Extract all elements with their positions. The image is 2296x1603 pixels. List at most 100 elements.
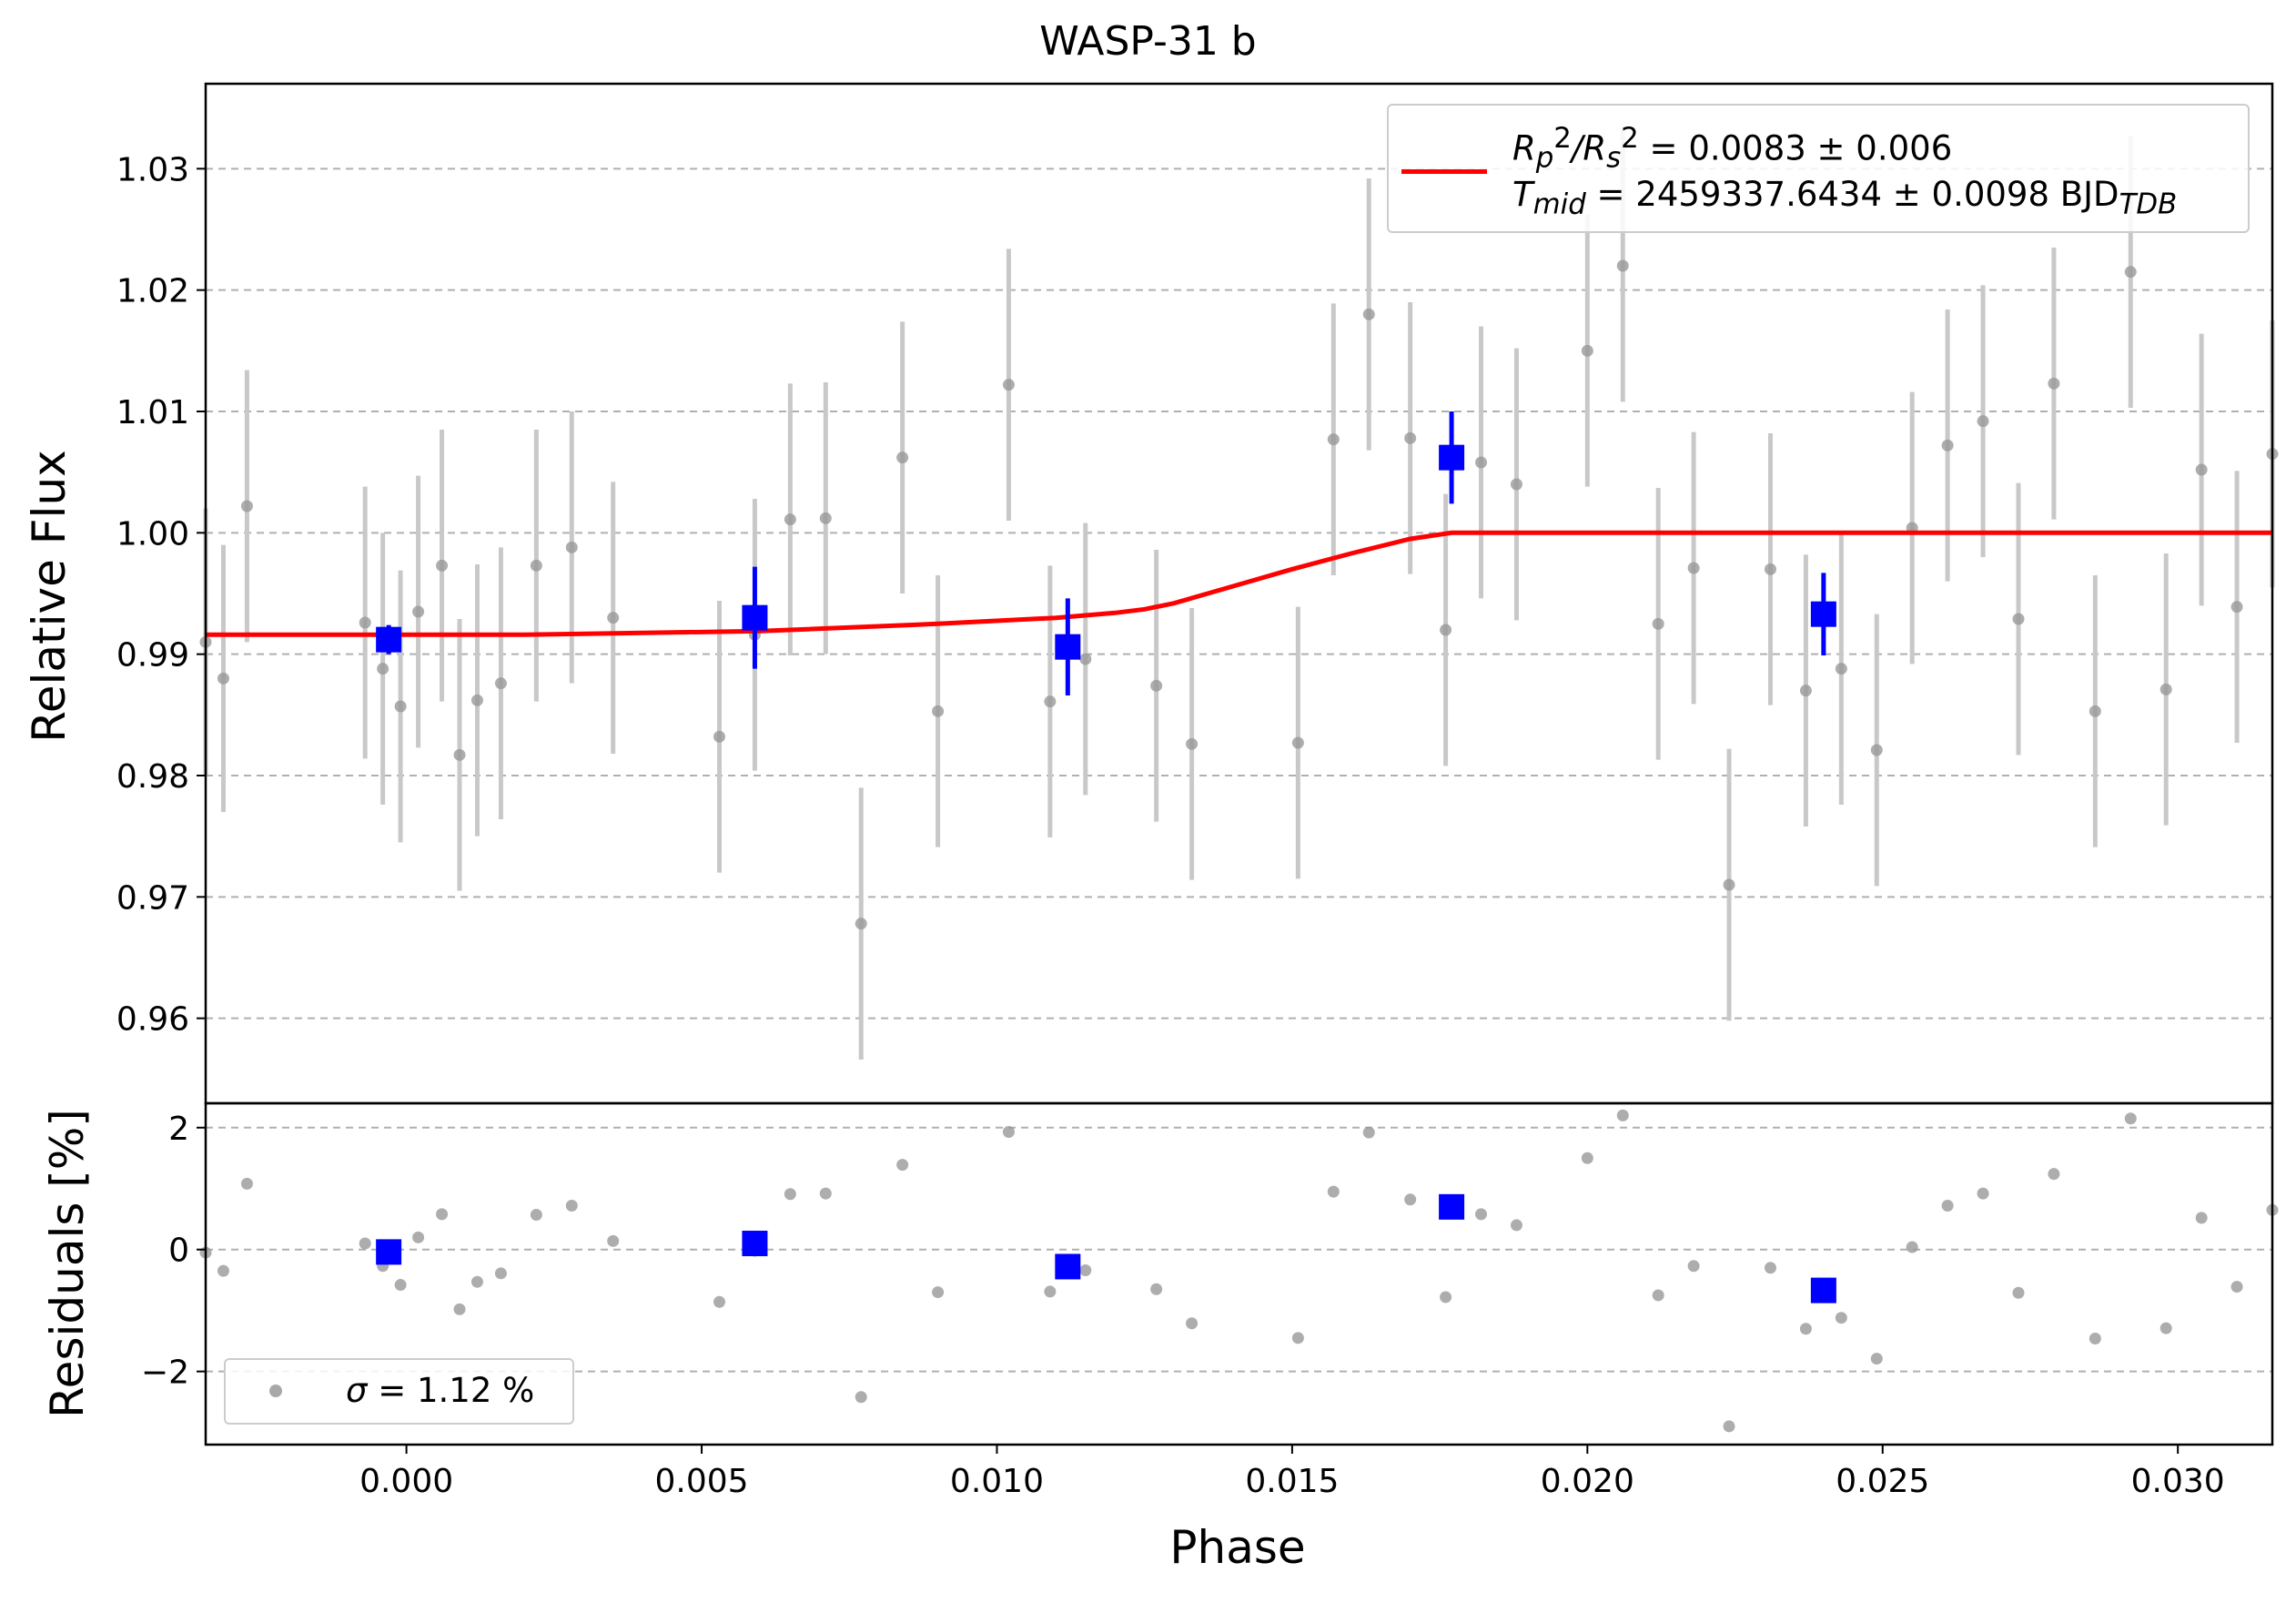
flux-point bbox=[2230, 601, 2243, 614]
residual-point bbox=[1764, 1262, 1776, 1274]
legend-sigma: σ = 1.12 % bbox=[346, 1371, 535, 1410]
x-tick-label: 0.025 bbox=[1836, 1463, 1929, 1500]
flux-point bbox=[1799, 685, 1812, 697]
residual-plot-marks bbox=[199, 1109, 2279, 1433]
flux-point bbox=[1044, 695, 1057, 708]
flux-point bbox=[2159, 683, 2172, 695]
main-y-tick-label: 0.98 bbox=[116, 758, 189, 796]
model-legend-line-swatch bbox=[1401, 169, 1487, 174]
residual-point bbox=[2089, 1332, 2101, 1344]
residual-point bbox=[1906, 1241, 1918, 1253]
x-axis-label: Phase bbox=[1169, 1521, 1306, 1574]
residual-point bbox=[1652, 1289, 1664, 1302]
residual-point bbox=[1440, 1291, 1452, 1304]
chart-title: WASP-31 b bbox=[1039, 18, 1257, 65]
residual-point bbox=[1799, 1323, 1812, 1335]
main-y-tick-label: 0.99 bbox=[116, 637, 189, 675]
residual-point bbox=[1150, 1283, 1163, 1295]
residual-axes-frame bbox=[204, 1101, 2274, 1446]
flux-point bbox=[2124, 266, 2137, 279]
flux-point bbox=[1764, 563, 1776, 575]
x-tick-label: 0.020 bbox=[1541, 1463, 1634, 1500]
residual-point bbox=[240, 1177, 253, 1190]
flux-point bbox=[1723, 878, 1735, 891]
residual-point bbox=[453, 1303, 466, 1315]
residual-point bbox=[2048, 1168, 2060, 1181]
binned-residual-point bbox=[1810, 1277, 1836, 1304]
main-plot-marks bbox=[199, 129, 2279, 1060]
flux-point bbox=[1977, 415, 1989, 428]
binned-point bbox=[1439, 444, 1465, 471]
residual-point bbox=[2012, 1286, 2025, 1299]
residual-point bbox=[855, 1391, 867, 1404]
y-axis-label-residuals: Residuals [%] bbox=[41, 1109, 94, 1418]
flux-point bbox=[565, 541, 578, 553]
flux-point bbox=[1652, 617, 1664, 630]
x-tick-label: 0.030 bbox=[2131, 1463, 2225, 1500]
flux-point bbox=[494, 677, 507, 690]
flux-point bbox=[436, 559, 449, 572]
flux-point bbox=[2048, 377, 2060, 390]
main-y-tick-label: 1.01 bbox=[116, 394, 189, 431]
flux-point bbox=[784, 513, 796, 526]
residual-point bbox=[1291, 1332, 1304, 1344]
residual-point bbox=[1687, 1260, 1700, 1273]
legend-radius-ratio: Rp2/Rs2 = 0.0083 ± 0.006 bbox=[1512, 122, 1953, 175]
binned-residual-point bbox=[742, 1231, 768, 1257]
residual-point bbox=[1186, 1317, 1199, 1330]
flux-point bbox=[1291, 736, 1304, 749]
flux-point bbox=[1150, 679, 1163, 692]
residual-point bbox=[1581, 1152, 1593, 1164]
binned-residual-point bbox=[1439, 1193, 1465, 1220]
residual-point bbox=[359, 1237, 371, 1250]
residual-point bbox=[2195, 1212, 2208, 1224]
residual-point bbox=[784, 1188, 796, 1201]
residual-point bbox=[896, 1159, 909, 1172]
binned-residual-point bbox=[1055, 1253, 1081, 1280]
flux-point bbox=[1186, 737, 1199, 750]
main-y-tick-label: 0.96 bbox=[116, 1001, 189, 1039]
main-axes-frame bbox=[204, 82, 2274, 1105]
binned-point bbox=[1055, 634, 1081, 660]
flux-point bbox=[819, 512, 832, 524]
residual-legend-marker bbox=[269, 1385, 282, 1397]
residual-point bbox=[1362, 1126, 1375, 1139]
flux-point bbox=[530, 559, 542, 572]
legend-mid-transit-time: Tmid = 2459337.6434 ± 0.0098 BJDTDB bbox=[1512, 175, 2178, 221]
flux-point bbox=[240, 500, 253, 512]
flux-point bbox=[1475, 456, 1488, 469]
x-tick-label: 0.005 bbox=[655, 1463, 749, 1500]
residual-point bbox=[932, 1286, 945, 1299]
residual-y-tick-label: 0 bbox=[168, 1233, 189, 1270]
flux-point bbox=[2089, 705, 2101, 717]
x-tick-label: 0.000 bbox=[359, 1463, 453, 1500]
main-y-tick-label: 1.02 bbox=[116, 273, 189, 310]
residual-point bbox=[1870, 1353, 1883, 1365]
flux-point bbox=[713, 730, 726, 743]
residual-point bbox=[1044, 1285, 1057, 1298]
binned-residual-point bbox=[376, 1239, 402, 1265]
flux-point bbox=[1362, 308, 1375, 320]
residual-point bbox=[2124, 1112, 2137, 1125]
flux-point bbox=[2012, 613, 2025, 625]
residual-point bbox=[1404, 1193, 1417, 1206]
residual-point bbox=[2159, 1322, 2172, 1334]
residual-point bbox=[494, 1267, 507, 1280]
flux-point bbox=[932, 705, 945, 717]
transit-model-line bbox=[206, 530, 2272, 637]
flux-point bbox=[1835, 663, 1847, 675]
residual-point bbox=[1616, 1109, 1629, 1121]
flux-point bbox=[1616, 259, 1629, 272]
main-gridlines bbox=[206, 167, 2272, 1020]
residual-point bbox=[565, 1200, 578, 1212]
binned-point bbox=[742, 604, 768, 631]
flux-point bbox=[412, 605, 425, 618]
flux-point bbox=[1440, 624, 1452, 636]
flux-point bbox=[1581, 344, 1593, 357]
flux-point bbox=[1079, 653, 1092, 665]
flux-point bbox=[2195, 463, 2208, 476]
flux-point bbox=[377, 663, 389, 675]
flux-point bbox=[855, 918, 867, 930]
residual-point bbox=[436, 1208, 449, 1221]
residual-y-tick-label: 2 bbox=[168, 1111, 189, 1148]
